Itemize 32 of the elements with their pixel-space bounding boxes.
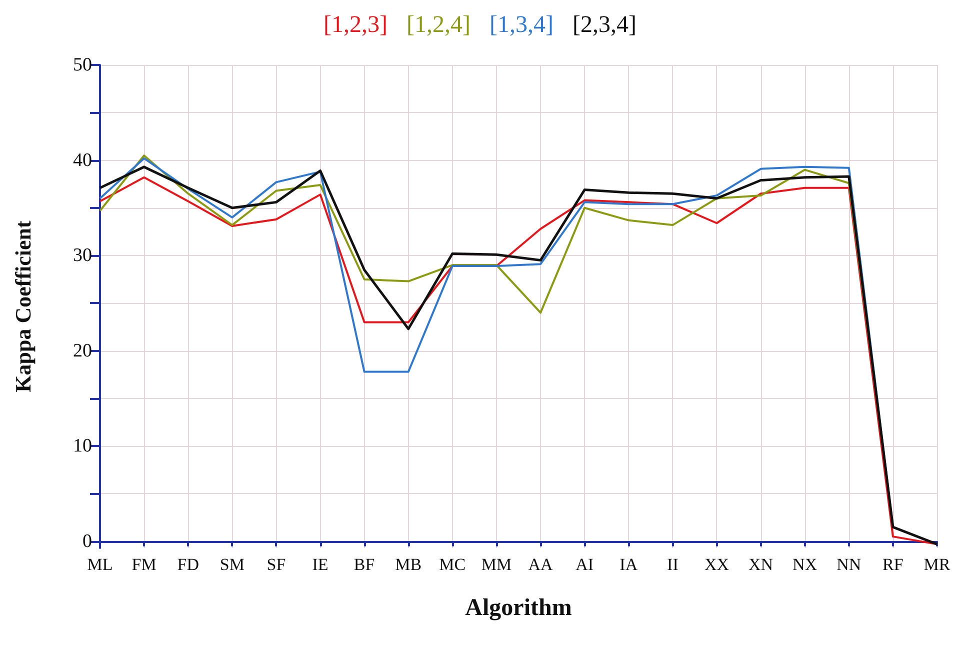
x-tick-label: AI xyxy=(576,555,594,574)
y-tick-label: 0 xyxy=(82,530,92,552)
y-tick-label: 50 xyxy=(73,54,92,76)
x-tick-label: NX xyxy=(792,555,818,574)
text: [1,2,3] xyxy=(324,12,388,38)
x-tick-label: MR xyxy=(924,555,951,574)
x-tick-label: AA xyxy=(528,555,554,574)
x-tick-label: SM xyxy=(220,555,244,574)
x-tick-label: FD xyxy=(177,555,199,574)
x-axis-title: Algorithm xyxy=(465,595,572,621)
y-tick-label: 40 xyxy=(73,150,92,171)
text: [1,2,4] xyxy=(406,12,470,38)
x-tick-label: XN xyxy=(748,555,774,574)
x-tick-label: MM xyxy=(481,555,512,574)
x-tick-label: IE xyxy=(312,555,328,574)
y-tick-label: 10 xyxy=(73,436,92,457)
x-tick-label: XX xyxy=(704,555,730,574)
x-tick-label: MC xyxy=(439,555,466,574)
text: [1,3,4] xyxy=(490,12,554,38)
y-tick-label: 30 xyxy=(73,245,92,266)
x-tick-label: BF xyxy=(354,555,375,574)
x-tick-label: MB xyxy=(395,555,422,574)
y-axis-title: Kappa Coefficient xyxy=(10,220,36,392)
x-tick-label: II xyxy=(667,555,679,574)
x-tick-label: ML xyxy=(87,555,113,574)
x-tick-label: RF xyxy=(882,555,904,574)
y-tick-label: 20 xyxy=(73,340,92,362)
text: [2,3,4] xyxy=(572,12,636,38)
x-tick-label: FM xyxy=(132,555,156,574)
x-tick-label: IA xyxy=(620,555,638,574)
x-tick-label: SF xyxy=(266,555,286,574)
x-tick-label: NN xyxy=(836,555,862,574)
